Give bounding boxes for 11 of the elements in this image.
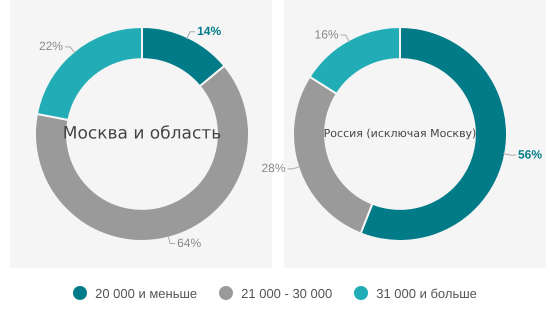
legend-label: 20 000 и меньше — [95, 286, 198, 300]
text: Россия (исключая Москву) — [324, 126, 476, 140]
data-label: 56% — [518, 147, 542, 162]
legend-label: 31 000 и больше — [376, 286, 477, 300]
text: Москва и область — [62, 123, 222, 144]
data-label: 22% — [38, 39, 64, 54]
legend-label: 21 000 - 30 000 — [241, 286, 332, 300]
data-label: 16% — [314, 27, 339, 42]
data-label: 14% — [197, 24, 222, 38]
data-label: 28% — [262, 161, 286, 176]
data-label: 64% — [177, 236, 202, 250]
